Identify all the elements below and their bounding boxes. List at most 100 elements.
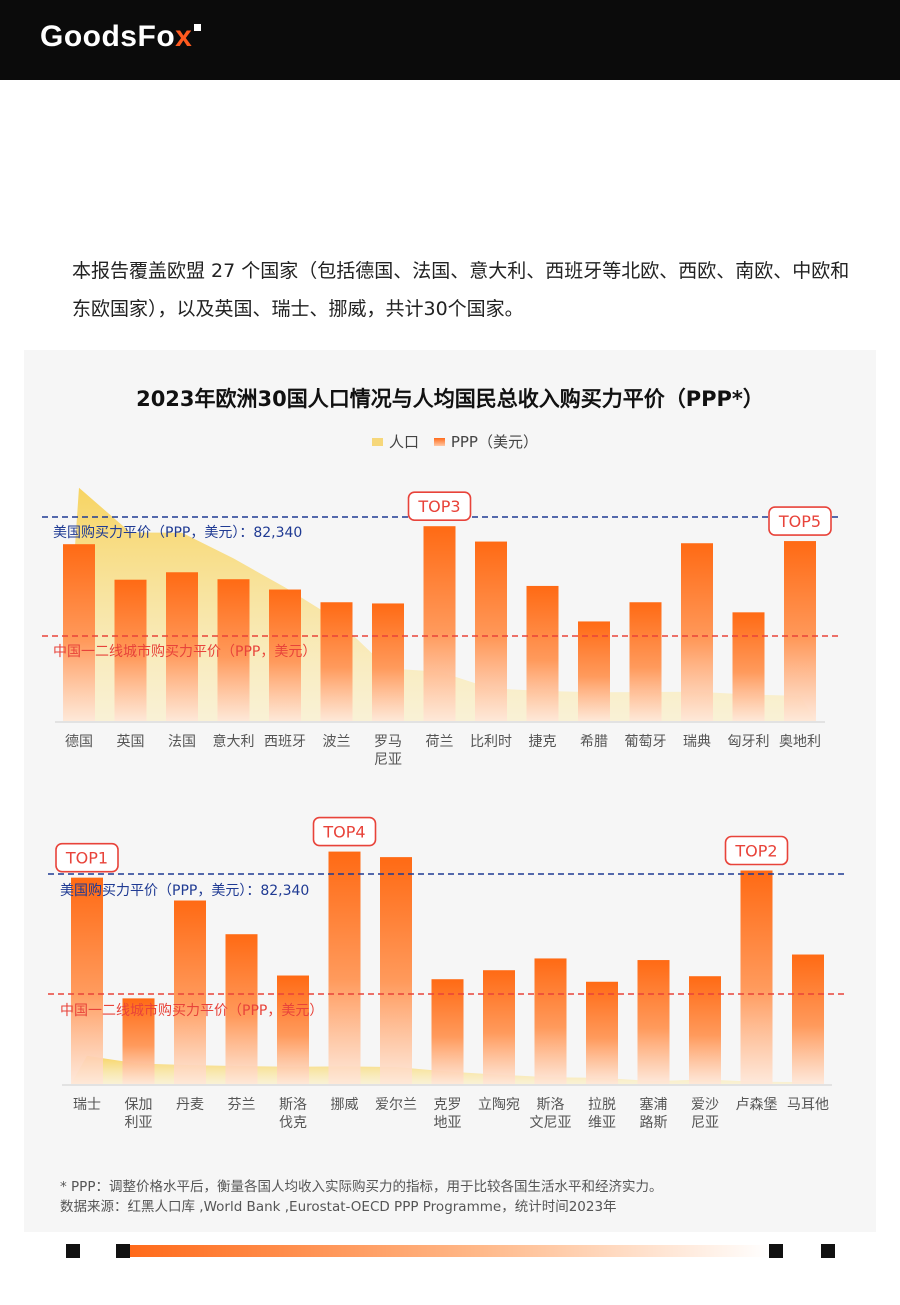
x-tick-label: 爱沙 (691, 1097, 719, 1113)
us-ppp-label: 美国购买力平价（PPP，美元）：82,340 (53, 525, 302, 541)
x-tick-label: 德国 (65, 734, 93, 750)
x-tick-label: 斯洛 (537, 1097, 565, 1113)
ppp-bar (225, 934, 258, 1084)
top-rank-label: TOP5 (778, 512, 821, 531)
ppp-bar (689, 976, 721, 1084)
x-tick-label: 立陶宛 (478, 1097, 520, 1113)
x-tick-label: 波兰 (323, 734, 351, 750)
x-tick-label: 保加 (125, 1097, 153, 1113)
x-tick-label: 瑞士 (73, 1097, 101, 1113)
ppp-note: * PPP：调整价格水平后，衡量各国人均收入实际购买力的指标，用于比较各国生活水… (60, 1179, 663, 1195)
x-tick-label: 瑞典 (683, 734, 711, 750)
x-tick-label: 奥地利 (779, 733, 821, 750)
x-tick-label: 匈牙利 (728, 734, 770, 750)
x-tick-label: 挪威 (331, 1097, 359, 1113)
ppp-bar (732, 612, 765, 721)
chart-legend: 人口 PPP（美元） (0, 431, 900, 452)
header-bar: GoodsFox (0, 0, 900, 80)
ppp-bar (380, 857, 412, 1084)
x-tick-label: 维亚 (588, 1115, 616, 1131)
footer-square-4 (821, 1244, 835, 1258)
top-rank-badge (312, 816, 377, 847)
x-tick-label: 路斯 (640, 1115, 668, 1131)
ppp-bar (166, 572, 198, 721)
ppp-bar (637, 960, 670, 1084)
ppp-bar (475, 541, 507, 721)
x-tick-label: 拉脱 (588, 1097, 616, 1113)
x-tick-label: 希腊 (580, 734, 608, 750)
footer-square-2 (116, 1244, 130, 1258)
ppp-bar (63, 544, 95, 721)
chart-notes: * PPP：调整价格水平后，衡量各国人均收入实际购买力的指标，用于比较各国生活水… (60, 1177, 860, 1217)
ppp-bar (431, 979, 464, 1084)
intro-paragraph: 本报告覆盖欧盟 27 个国家（包括德国、法国、意大利、西班牙等北欧、西欧、南欧、… (72, 260, 850, 320)
x-tick-label: 利亚 (125, 1115, 153, 1131)
x-tick-label: 芬兰 (228, 1097, 256, 1113)
ppp-bar (71, 877, 103, 1084)
footer-square-1 (66, 1244, 80, 1258)
ppp-bar (372, 603, 404, 721)
ppp-bar (681, 543, 713, 721)
top-rank-badge (407, 491, 472, 522)
ppp-bar (792, 954, 824, 1084)
x-tick-label: 地亚 (434, 1115, 462, 1131)
legend-ppp: PPP（美元） (450, 433, 538, 451)
x-tick-label: 英国 (117, 733, 145, 750)
ppp-bar (328, 851, 361, 1084)
data-source: 数据来源：红黑人口库 ,World Bank ,Eurostat-OECD PP… (60, 1199, 617, 1215)
population-area (63, 487, 816, 721)
ppp-bar (526, 585, 559, 721)
ppp-bar (114, 579, 147, 721)
ppp-bar (740, 870, 773, 1084)
x-tick-label: 爱尔兰 (375, 1097, 417, 1113)
ppp-bar (174, 900, 206, 1084)
ppp-bar (586, 981, 618, 1084)
top-rank-label: TOP3 (417, 497, 460, 516)
x-tick-label: 捷克 (529, 734, 557, 750)
legend-population: 人口 (389, 433, 420, 451)
us-ppp-label: 美国购买力平价（PPP，美元）：82,340 (60, 883, 309, 899)
top-rank-badge (724, 835, 789, 866)
x-tick-label: 尼亚 (691, 1115, 719, 1131)
x-tick-label: 西班牙 (264, 734, 306, 750)
legend-swatch-ppp (433, 437, 445, 446)
x-tick-label: 马耳他 (787, 1097, 829, 1113)
population-area (71, 1055, 824, 1084)
top-rank-badge (55, 842, 119, 873)
x-tick-label: 卢森堡 (736, 1097, 778, 1113)
goodsfox-logo[interactable]: GoodsFox (40, 20, 202, 54)
x-tick-label: 尼亚 (374, 752, 402, 768)
x-tick-label: 斯洛 (279, 1097, 307, 1113)
ppp-bar (629, 602, 662, 721)
footer-square-3 (769, 1244, 783, 1258)
x-tick-label: 丹麦 (176, 1097, 204, 1113)
ppp-bar (277, 975, 309, 1084)
chart-title: 2023年欧洲30国人口情况与人均国民总收入购买力平价（PPP*） (136, 387, 764, 411)
legend-swatch-population (372, 437, 384, 446)
china-ppp-label: 中国一二线城市购买力平价（PPP，美元） (53, 643, 316, 660)
x-tick-label: 文尼亚 (530, 1115, 572, 1131)
x-tick-label: 荷兰 (426, 734, 454, 750)
x-tick-label: 意大利 (213, 733, 255, 750)
x-tick-label: 塞浦 (640, 1096, 668, 1113)
x-tick-label: 葡萄牙 (625, 734, 667, 750)
x-tick-label: 伐克 (279, 1115, 307, 1131)
ppp-bar (483, 970, 515, 1084)
top-rank-label: TOP1 (65, 849, 108, 868)
ppp-bar (423, 526, 456, 721)
top-rank-badge (768, 506, 832, 536)
ppp-bar (269, 589, 301, 721)
top-rank-label: TOP4 (322, 823, 365, 842)
ppp-bar (578, 621, 610, 721)
ppp-bar (534, 958, 567, 1084)
ppp-bar (784, 541, 816, 721)
top-rank-label: TOP2 (734, 842, 777, 861)
ppp-bar (122, 998, 155, 1084)
x-tick-label: 罗马 (374, 734, 402, 750)
x-tick-label: 比利时 (470, 734, 512, 750)
ppp-bar (217, 579, 250, 721)
footer-gradient-bar (130, 1245, 770, 1257)
china-ppp-label: 中国一二线城市购买力平价（PPP，美元） (60, 1002, 323, 1019)
ppp-bar (320, 602, 353, 721)
